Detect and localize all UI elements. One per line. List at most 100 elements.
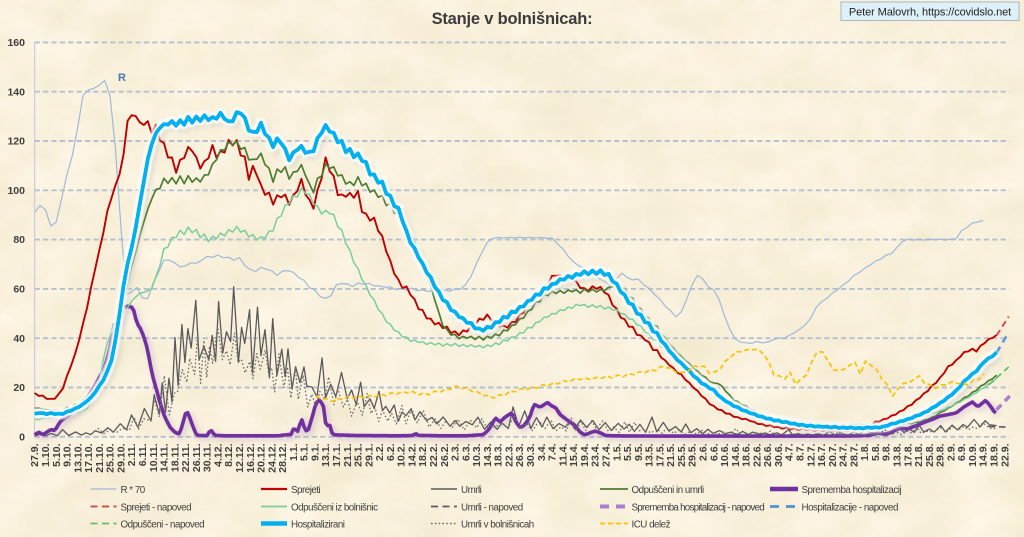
svg-text:120: 120 (7, 136, 25, 148)
svg-text:18.6.: 18.6. (741, 443, 753, 466)
svg-text:25.8.: 25.8. (924, 443, 936, 466)
svg-text:Umrli - napoved: Umrli - napoved (461, 502, 523, 513)
svg-text:5.5.: 5.5. (622, 443, 634, 461)
svg-text:Sprejeti: Sprejeti (291, 485, 321, 496)
svg-text:16.12.: 16.12. (245, 443, 257, 472)
svg-text:1.8.: 1.8. (859, 443, 871, 461)
svg-text:26.3.: 26.3. (514, 443, 526, 466)
svg-text:20.12.: 20.12. (256, 443, 268, 472)
svg-text:29.10.: 29.10. (115, 443, 127, 472)
svg-text:22.9.: 22.9. (999, 443, 1011, 466)
svg-text:28.7.: 28.7. (848, 443, 860, 466)
svg-text:Odpuščeni in umrli: Odpuščeni in umrli (632, 485, 704, 496)
svg-text:13.1.: 13.1. (320, 443, 332, 466)
svg-text:1.10.: 1.10. (40, 443, 52, 466)
svg-text:2.2.: 2.2. (374, 443, 386, 461)
svg-text:5.1.: 5.1. (299, 443, 311, 461)
svg-text:Umrli: Umrli (461, 485, 482, 496)
svg-text:21.10.: 21.10. (94, 443, 106, 472)
svg-text:14.11.: 14.11. (159, 443, 171, 472)
svg-text:Sprejeti - napoved: Sprejeti - napoved (121, 502, 192, 513)
svg-text:13.10.: 13.10. (72, 443, 84, 472)
svg-text:22.3.: 22.3. (504, 443, 516, 466)
svg-text:6.6.: 6.6. (708, 443, 720, 461)
svg-text:0: 0 (19, 431, 25, 443)
svg-text:4.12.: 4.12. (212, 443, 224, 466)
svg-text:Hospitalizirani: Hospitalizirani (291, 519, 345, 530)
svg-text:140: 140 (7, 86, 25, 98)
svg-text:1.5.: 1.5. (611, 443, 623, 461)
svg-text:18.3.: 18.3. (493, 443, 505, 466)
svg-text:29.8.: 29.8. (935, 443, 947, 466)
svg-text:26.11.: 26.11. (191, 443, 203, 472)
svg-text:100: 100 (7, 185, 25, 197)
svg-text:Hospitalizacije - napoved: Hospitalizacije - napoved (802, 502, 898, 513)
svg-text:18.11.: 18.11. (169, 443, 181, 472)
svg-text:2.11.: 2.11. (126, 443, 138, 466)
svg-text:7.4.: 7.4. (547, 443, 559, 461)
svg-text:25.1.: 25.1. (353, 443, 365, 466)
svg-text:Odpuščeni iz bolnišnic: Odpuščeni iz bolnišnic (291, 502, 378, 513)
svg-text:18.2.: 18.2. (417, 443, 429, 466)
svg-text:Sprememba hospitalizacij: Sprememba hospitalizacij (802, 485, 902, 496)
svg-text:10.6.: 10.6. (719, 443, 731, 466)
svg-text:14.9.: 14.9. (978, 443, 990, 466)
svg-text:29.5.: 29.5. (687, 443, 699, 466)
svg-text:9.10.: 9.10. (62, 443, 74, 466)
svg-text:1.1.: 1.1. (288, 443, 300, 461)
svg-text:8.7.: 8.7. (795, 443, 807, 461)
svg-text:17.5.: 17.5. (654, 443, 666, 466)
svg-text:6.9.: 6.9. (956, 443, 968, 461)
svg-text:15.4.: 15.4. (568, 443, 580, 466)
svg-text:R * 70: R * 70 (121, 485, 146, 496)
svg-text:80: 80 (13, 234, 25, 246)
svg-text:6.11.: 6.11. (137, 443, 149, 466)
svg-text:10.3.: 10.3. (471, 443, 483, 466)
svg-text:21.1.: 21.1. (342, 443, 354, 466)
svg-text:Sprememba hospitalizacij - nap: Sprememba hospitalizacij - napoved (632, 502, 765, 513)
svg-text:21.8.: 21.8. (913, 443, 925, 466)
svg-text:Odpuščeni - napoved: Odpuščeni - napoved (121, 519, 205, 530)
svg-text:24.12.: 24.12. (266, 443, 278, 472)
svg-text:14.2.: 14.2. (407, 443, 419, 466)
svg-text:21.5.: 21.5. (665, 443, 677, 466)
svg-text:25.5.: 25.5. (676, 443, 688, 466)
svg-text:60: 60 (13, 284, 25, 296)
svg-text:6.3.: 6.3. (460, 443, 472, 461)
svg-text:6.2.: 6.2. (385, 443, 397, 461)
svg-text:26.2.: 26.2. (439, 443, 451, 466)
svg-text:Umrli v bolnišnicah: Umrli v bolnišnicah (461, 519, 534, 530)
svg-text:17.10.: 17.10. (83, 443, 95, 472)
svg-text:23.4.: 23.4. (590, 443, 602, 466)
svg-text:5.8.: 5.8. (870, 443, 882, 461)
svg-text:13.5.: 13.5. (644, 443, 656, 466)
svg-text:22.6.: 22.6. (751, 443, 763, 466)
svg-text:12.7.: 12.7. (805, 443, 817, 466)
svg-text:17.1.: 17.1. (331, 443, 343, 466)
svg-text:30.6.: 30.6. (773, 443, 785, 466)
svg-text:14.6.: 14.6. (730, 443, 742, 466)
svg-text:25.10.: 25.10. (105, 443, 117, 472)
svg-text:26.6.: 26.6. (762, 443, 774, 466)
svg-text:8.12.: 8.12. (223, 443, 235, 466)
svg-text:4.7.: 4.7. (784, 443, 796, 461)
svg-text:10.2.: 10.2. (396, 443, 408, 466)
svg-text:24.7.: 24.7. (838, 443, 850, 466)
svg-text:14.3.: 14.3. (482, 443, 494, 466)
svg-text:20.7.: 20.7. (827, 443, 839, 466)
svg-text:2.6.: 2.6. (698, 443, 710, 461)
svg-text:30.3.: 30.3. (525, 443, 537, 466)
svg-text:Stanje v bolnišnicah:: Stanje v bolnišnicah: (432, 10, 593, 28)
svg-text:18.9.: 18.9. (989, 443, 1001, 466)
svg-text:3.4.: 3.4. (536, 443, 548, 461)
svg-text:16.7.: 16.7. (816, 443, 828, 466)
svg-text:17.8.: 17.8. (902, 443, 914, 466)
svg-text:27.9.: 27.9. (29, 443, 41, 466)
svg-text:10.11.: 10.11. (148, 443, 160, 472)
svg-text:2.9.: 2.9. (945, 443, 957, 461)
svg-text:29.1.: 29.1. (363, 443, 375, 466)
svg-text:22.11.: 22.11. (180, 443, 192, 472)
svg-text:2.3.: 2.3. (450, 443, 462, 461)
svg-text:R: R (118, 72, 126, 84)
svg-text:12.12.: 12.12. (234, 443, 246, 472)
